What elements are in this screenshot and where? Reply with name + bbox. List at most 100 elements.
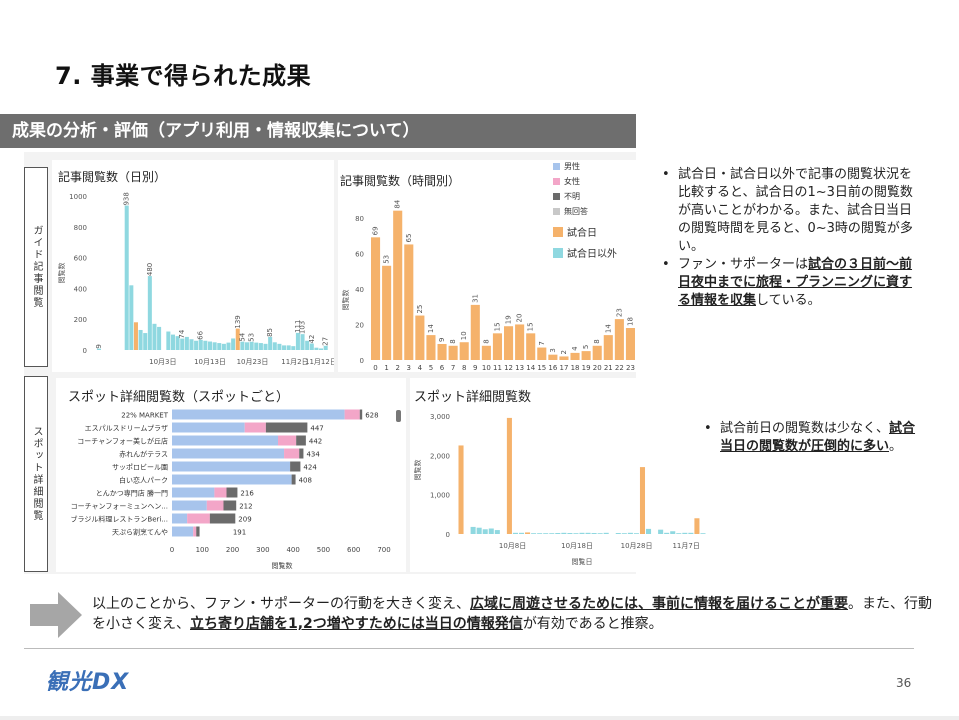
y-axis-label: 閲覧数 bbox=[57, 263, 66, 284]
spot-chart-title: スポット詳細閲覧数（スポットごと） bbox=[68, 390, 290, 405]
bar-hour bbox=[504, 326, 514, 360]
spot-label: コーチャンフォー美しが丘店 bbox=[77, 437, 168, 446]
bar-non-match-day bbox=[323, 345, 328, 350]
data-label: 8 bbox=[449, 339, 457, 343]
data-label: 103 bbox=[299, 321, 307, 334]
bar-non-match-day bbox=[658, 529, 664, 534]
legend-label: 男性 bbox=[564, 161, 580, 171]
bar-non-match-day bbox=[319, 348, 324, 350]
bar-segment-female bbox=[244, 422, 266, 433]
y-tick-label: 40 bbox=[355, 286, 364, 294]
data-label: 15 bbox=[493, 322, 501, 331]
data-label: 628 bbox=[365, 412, 378, 420]
y-tick-label: 0 bbox=[83, 347, 87, 355]
data-label: 9 bbox=[438, 338, 446, 342]
bar-segment-male bbox=[172, 474, 292, 485]
bar-segment-unknown bbox=[290, 461, 301, 472]
bar-non-match-day bbox=[470, 526, 476, 534]
x-tick-label: 5 bbox=[429, 364, 433, 372]
x-tick-label: 22 bbox=[615, 364, 624, 372]
x-tick-label: 10月23日 bbox=[237, 358, 269, 366]
bar-non-match-day bbox=[96, 348, 101, 350]
bar-non-match-day bbox=[268, 336, 273, 350]
bar-hour bbox=[515, 324, 525, 360]
data-label: 65 bbox=[405, 234, 413, 243]
x-tick-label: 18 bbox=[571, 364, 580, 372]
spot-label: ブラジル料理レストランBeri... bbox=[71, 515, 168, 524]
bar-segment-male bbox=[172, 487, 215, 498]
bar-segment-male bbox=[172, 435, 278, 446]
data-label: 84 bbox=[394, 199, 402, 208]
spot-views-chart: スポット詳細閲覧数（スポットごと） 22% MARKET 628 エスパルスドリーム… bbox=[56, 378, 406, 572]
data-label: 19 bbox=[505, 315, 513, 324]
x-tick-label: 23 bbox=[626, 364, 635, 372]
x-tick-label: 11月12日 bbox=[305, 358, 334, 366]
bar-non-match-day bbox=[305, 340, 310, 350]
bar-hour bbox=[382, 265, 392, 360]
data-label: 85 bbox=[266, 328, 274, 337]
bar-non-match-day bbox=[646, 528, 652, 534]
bottom-findings: 試合前日の閲覧数は少なく、試合当日の閲覧数が圧倒的に多い。 bbox=[702, 420, 928, 456]
legend-swatch bbox=[553, 193, 560, 200]
legend-swatch bbox=[553, 178, 560, 185]
legend-label: 無回答 bbox=[564, 206, 588, 216]
bar-non-match-day bbox=[585, 532, 591, 534]
bar-non-match-day bbox=[682, 532, 688, 534]
side-label-spot: スポット詳細閲覧 bbox=[24, 376, 48, 572]
y-tick-label: 800 bbox=[74, 224, 87, 232]
data-label: 23 bbox=[615, 308, 623, 317]
bar-non-match-day bbox=[240, 341, 245, 350]
bar-non-match-day bbox=[482, 529, 488, 534]
spot-label: 22% MARKET bbox=[121, 412, 168, 420]
bar-segment-male bbox=[172, 526, 194, 537]
bar-segment-female bbox=[206, 500, 224, 511]
bar-segment-unknown bbox=[226, 487, 238, 498]
x-tick-label: 700 bbox=[377, 546, 390, 554]
x-tick-label: 0 bbox=[170, 546, 174, 554]
bar-non-match-day bbox=[152, 323, 157, 350]
y-tick-label: 200 bbox=[74, 316, 87, 324]
x-tick-label: 600 bbox=[347, 546, 360, 554]
data-label: 42 bbox=[308, 335, 316, 344]
bar-segment-unknown bbox=[209, 513, 236, 524]
bar-non-match-day bbox=[531, 533, 537, 534]
data-label: 434 bbox=[306, 451, 320, 459]
spot-daily-chart: スポット詳細閲覧数 0 1,000 2,000 3,000 閲覧数 10月8日 10月18日… bbox=[410, 378, 710, 572]
bar-hour bbox=[526, 333, 536, 360]
legend-label: 不明 bbox=[564, 192, 580, 201]
data-label: 74 bbox=[178, 329, 186, 338]
bar-match-day bbox=[639, 467, 646, 534]
y-axis-label: 閲覧数 bbox=[413, 460, 422, 481]
data-label: 191 bbox=[233, 529, 246, 537]
bar-segment-unknown bbox=[291, 474, 296, 485]
data-label: 66 bbox=[197, 330, 205, 339]
scrollbar-thumb[interactable] bbox=[396, 410, 401, 422]
bar-hour bbox=[625, 328, 635, 360]
y-tick-label: 1000 bbox=[69, 193, 87, 201]
bullet-item: ファン・サポーターは試合の３日前～前日夜中までに旅程・プランニングに資する情報を… bbox=[660, 256, 922, 310]
bar-hour bbox=[537, 347, 547, 360]
bar-hour bbox=[415, 315, 425, 360]
y-axis-label: 閲覧数 bbox=[341, 290, 350, 311]
y-tick-label: 60 bbox=[355, 250, 364, 258]
bar-non-match-day bbox=[129, 285, 134, 350]
bar-non-match-day bbox=[282, 345, 287, 350]
x-tick-label: 3 bbox=[407, 364, 411, 372]
bar-non-match-day bbox=[549, 533, 555, 534]
bar-non-match-day bbox=[147, 276, 152, 350]
bar-match-day bbox=[506, 417, 512, 534]
bar-non-match-day bbox=[157, 326, 162, 350]
bar-segment-unknown bbox=[296, 435, 306, 446]
data-label: 25 bbox=[416, 305, 424, 314]
logo: 観光DX bbox=[46, 670, 130, 695]
bar-non-match-day bbox=[567, 533, 573, 534]
bar-non-match-day bbox=[700, 533, 706, 534]
bullet-item: 試合日・試合日以外で記事の閲覧状況を比較すると、試合日の1~3日前の閲覧数が高い… bbox=[660, 166, 922, 256]
spot-label: とんかつ専門店 勝一門 bbox=[96, 489, 168, 498]
bar-hour bbox=[559, 356, 569, 360]
bar-non-match-day bbox=[249, 341, 254, 350]
spot-chart-svg: 22% MARKET 628 エスパルスドリームプラザ 447 コーチャンフォー美しが丘… bbox=[71, 409, 401, 570]
x-tick-label: 2 bbox=[395, 364, 399, 372]
bar-segment-male bbox=[172, 500, 207, 511]
x-tick-label: 4 bbox=[418, 364, 423, 372]
